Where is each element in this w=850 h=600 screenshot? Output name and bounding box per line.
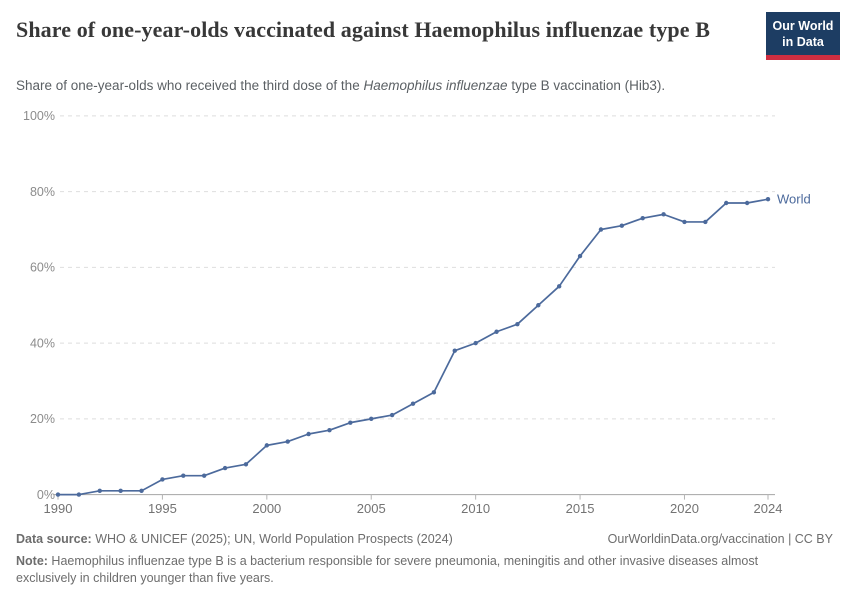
data-point[interactable]: [160, 477, 165, 482]
chart-footer: Data source: WHO & UNICEF (2025); UN, Wo…: [16, 531, 833, 547]
data-point[interactable]: [264, 443, 270, 448]
x-tick-label: 2005: [357, 501, 386, 516]
subtitle-prefix: Share of one-year-olds who received the …: [16, 78, 364, 93]
data-point[interactable]: [139, 488, 144, 494]
chart-canvas[interactable]: 0% 20% 40% 60% 80% 100% 1990 1995 2000 2005 2010 20…: [0, 100, 850, 532]
x-tick-label: 2024: [754, 501, 783, 516]
data-point[interactable]: [306, 431, 311, 437]
world-series-line[interactable]: [57, 198, 769, 496]
data-point[interactable]: [744, 200, 750, 206]
y-tick-label: 0%: [37, 488, 55, 502]
data-point[interactable]: [577, 253, 583, 259]
series-end-label[interactable]: World: [777, 191, 811, 206]
y-tick-label: 20%: [30, 412, 55, 426]
data-point[interactable]: [181, 473, 186, 478]
x-tick-label: 1995: [148, 501, 177, 516]
data-point[interactable]: [473, 340, 478, 346]
data-point[interactable]: [222, 465, 228, 471]
data-point[interactable]: [682, 219, 687, 225]
data-point[interactable]: [515, 321, 520, 327]
owid-link[interactable]: OurWorldinData.org/vaccination | CC BY: [607, 532, 833, 546]
data-point[interactable]: [619, 223, 625, 228]
data-point[interactable]: [348, 420, 353, 425]
data-point[interactable]: [431, 390, 437, 395]
data-point[interactable]: [285, 439, 290, 444]
data-point[interactable]: [452, 348, 457, 353]
data-point[interactable]: [201, 473, 207, 478]
y-tick-label: 100%: [23, 109, 55, 123]
data-point[interactable]: [97, 488, 102, 494]
data-point[interactable]: [703, 219, 708, 225]
data-point[interactable]: [76, 492, 82, 497]
subtitle-italic: Haemophilus influenzae: [363, 78, 508, 93]
y-tick-label: 40%: [30, 336, 55, 350]
data-point[interactable]: [118, 488, 123, 494]
data-point[interactable]: [243, 462, 249, 467]
page-title: Share of one-year-olds vaccinated agains…: [16, 17, 710, 42]
data-source-label: Data source:: [16, 532, 92, 546]
chart-subtitle: Share of one-year-olds who received the …: [16, 77, 816, 94]
x-tick-label: 2015: [566, 501, 595, 516]
data-point[interactable]: [327, 428, 332, 433]
data-point[interactable]: [389, 412, 395, 418]
data-point[interactable]: [765, 197, 771, 202]
x-tick-label: 2020: [670, 501, 699, 516]
data-point[interactable]: [494, 329, 499, 334]
x-tick-label: 2000: [252, 501, 281, 516]
data-point[interactable]: [536, 303, 541, 308]
data-source-text: Data source: WHO & UNICEF (2025); UN, Wo…: [16, 532, 453, 546]
data-point[interactable]: [410, 401, 416, 406]
y-tick-label: 80%: [30, 185, 55, 199]
y-tick-label: 60%: [30, 261, 55, 275]
subtitle-suffix: type B vaccination (Hib3).: [507, 78, 666, 93]
chart-note: Note: Haemophilus influenzae type B is a…: [16, 554, 759, 585]
owid-logo-line1: Our World: [772, 19, 834, 33]
data-point[interactable]: [640, 215, 645, 221]
owid-logo-line2: in Data: [782, 35, 824, 49]
owid-logo[interactable]: Our World in Data: [766, 12, 840, 60]
x-tick-label: 2010: [461, 501, 490, 516]
data-point[interactable]: [55, 492, 61, 497]
data-point[interactable]: [556, 284, 562, 289]
note-label: Note:: [16, 554, 48, 568]
data-point[interactable]: [661, 212, 666, 217]
x-tick-label: 1990: [44, 501, 73, 516]
data-point[interactable]: [724, 200, 729, 206]
data-point[interactable]: [369, 416, 374, 422]
data-point[interactable]: [598, 227, 604, 232]
